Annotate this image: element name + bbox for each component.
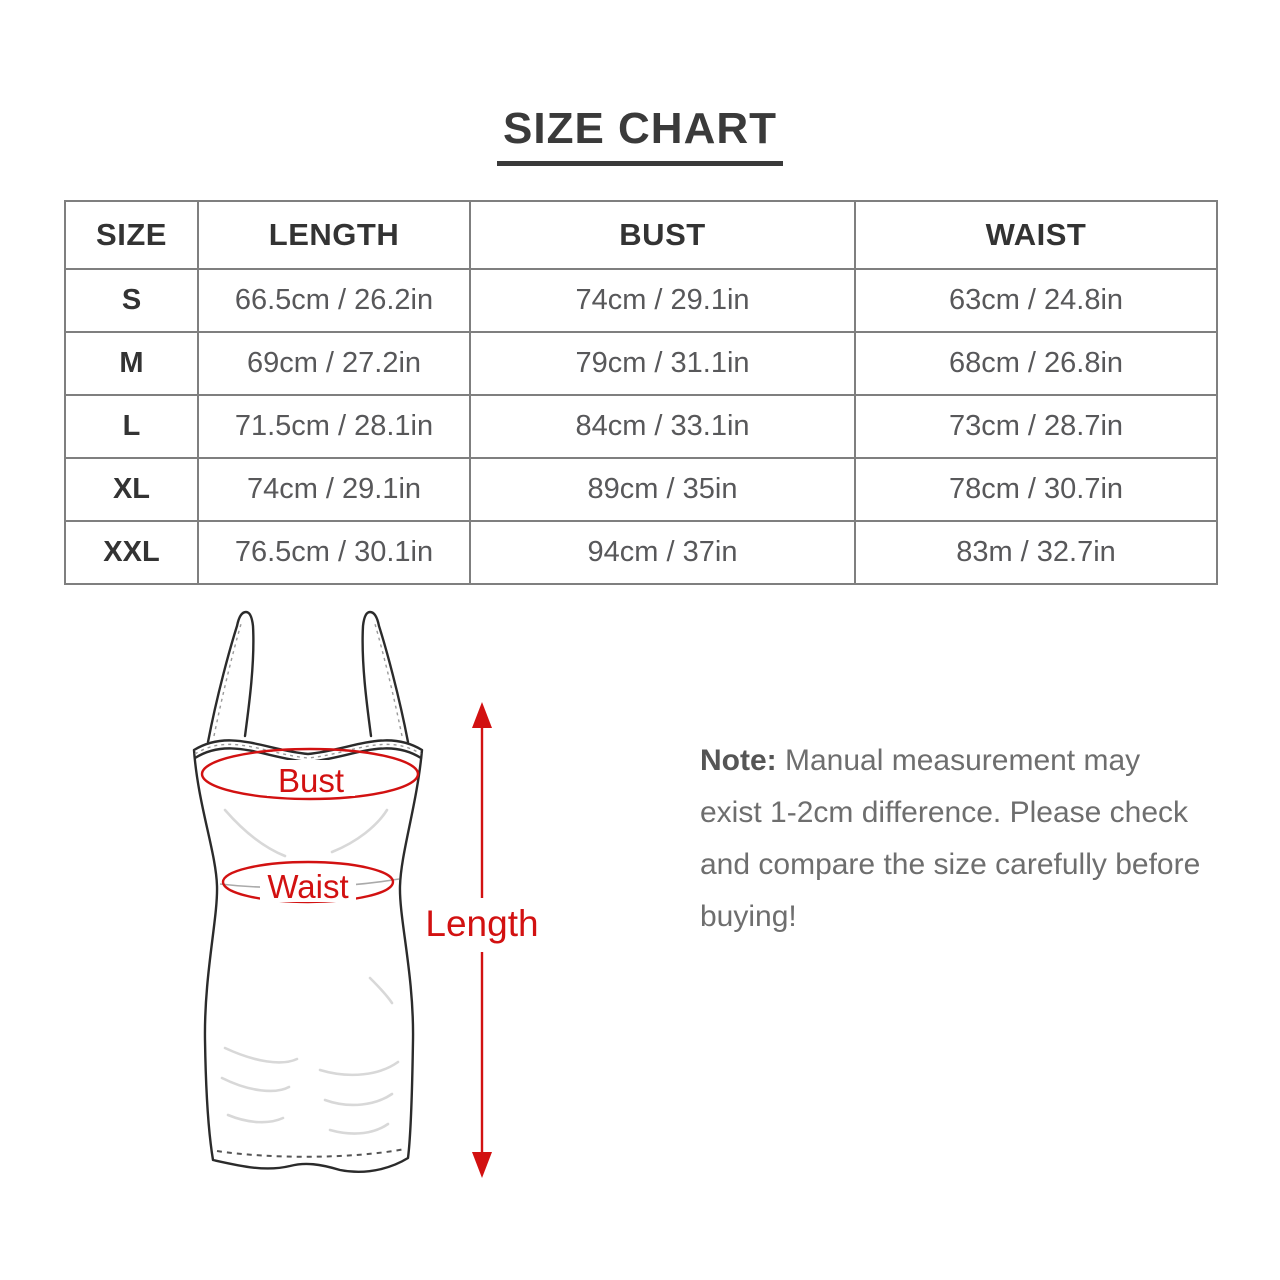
table-row-m: M 69cm / 27.2in 79cm / 31.1in 68cm / 26.… <box>64 331 1218 396</box>
bust-label-background <box>267 760 355 796</box>
waist-label: Waist <box>267 868 348 905</box>
bust-value: 94cm / 37in <box>469 520 856 585</box>
length-value: 74cm / 29.1in <box>197 457 471 522</box>
fabric-wrinkle <box>368 976 394 1005</box>
column-header-size: SIZE <box>64 200 199 270</box>
length-value: 76.5cm / 30.1in <box>197 520 471 585</box>
fabric-wrinkle <box>223 808 287 858</box>
table-row-xxl: XXL 76.5cm / 30.1in 94cm / 37in 83m / 32… <box>64 520 1218 585</box>
size-label: XXL <box>64 520 199 585</box>
waist-value: 78cm / 30.7in <box>854 457 1218 522</box>
waist-value: 63cm / 24.8in <box>854 268 1218 333</box>
fabric-wrinkle <box>330 808 389 854</box>
neckband-stitching <box>194 743 422 759</box>
table-row-xl: XL 74cm / 29.1in 89cm / 35in 78cm / 30.7… <box>64 457 1218 522</box>
waist-value: 68cm / 26.8in <box>854 331 1218 396</box>
table-row-l: L 71.5cm / 28.1in 84cm / 33.1in 73cm / 2… <box>64 394 1218 459</box>
bust-measure-ellipse <box>200 747 420 801</box>
fabric-wrinkle <box>328 1122 390 1135</box>
fabric-wrinkle <box>226 1113 285 1124</box>
dress-measurement-diagram: Bust Waist Length <box>192 610 539 1178</box>
bust-value: 74cm / 29.1in <box>469 268 856 333</box>
right-strap-stitching <box>374 623 403 737</box>
size-label: L <box>64 394 199 459</box>
column-header-waist: WAIST <box>854 200 1218 270</box>
title-wrap: SIZE CHART <box>0 104 1280 166</box>
length-value: 71.5cm / 28.1in <box>197 394 471 459</box>
page-title: SIZE CHART <box>497 104 783 166</box>
table-header-row: SIZE LENGTH BUST WAIST <box>64 200 1218 270</box>
left-strap <box>206 610 255 744</box>
fabric-wrinkle <box>323 1092 394 1107</box>
size-table: SIZE LENGTH BUST WAIST S 66.5cm / 26.2in… <box>64 200 1218 585</box>
size-label: S <box>64 268 199 333</box>
fabric-wrinkle <box>318 1060 400 1077</box>
column-header-bust: BUST <box>469 200 856 270</box>
waist-value: 73cm / 28.7in <box>854 394 1218 459</box>
hem-stitching <box>216 1148 406 1158</box>
bust-value: 89cm / 35in <box>469 457 856 522</box>
fabric-wrinkle <box>223 1046 299 1064</box>
length-arrow-down-head <box>472 1152 492 1178</box>
length-label: Length <box>425 903 538 944</box>
bust-label: Bust <box>278 762 344 799</box>
column-header-length: LENGTH <box>197 200 471 270</box>
size-label: M <box>64 331 199 396</box>
left-strap-stitching <box>213 623 242 737</box>
bust-value: 84cm / 33.1in <box>469 394 856 459</box>
length-arrow-up-head <box>472 702 492 728</box>
note-label: Note: <box>700 744 777 777</box>
bust-value: 79cm / 31.1in <box>469 331 856 396</box>
length-value: 69cm / 27.2in <box>197 331 471 396</box>
note-text: Manual measurement may exist 1-2cm diffe… <box>700 744 1201 933</box>
size-label: XL <box>64 457 199 522</box>
fabric-wrinkle <box>220 1076 291 1093</box>
measurement-note: Note: Manual measurement may exist 1-2cm… <box>700 735 1205 943</box>
dress-outline <box>192 739 424 1174</box>
length-value: 66.5cm / 26.2in <box>197 268 471 333</box>
table-row-s: S 66.5cm / 26.2in 74cm / 29.1in 63cm / 2… <box>64 268 1218 333</box>
right-strap <box>361 610 410 744</box>
waist-value: 83m / 32.7in <box>854 520 1218 585</box>
waist-label-background <box>260 868 356 902</box>
